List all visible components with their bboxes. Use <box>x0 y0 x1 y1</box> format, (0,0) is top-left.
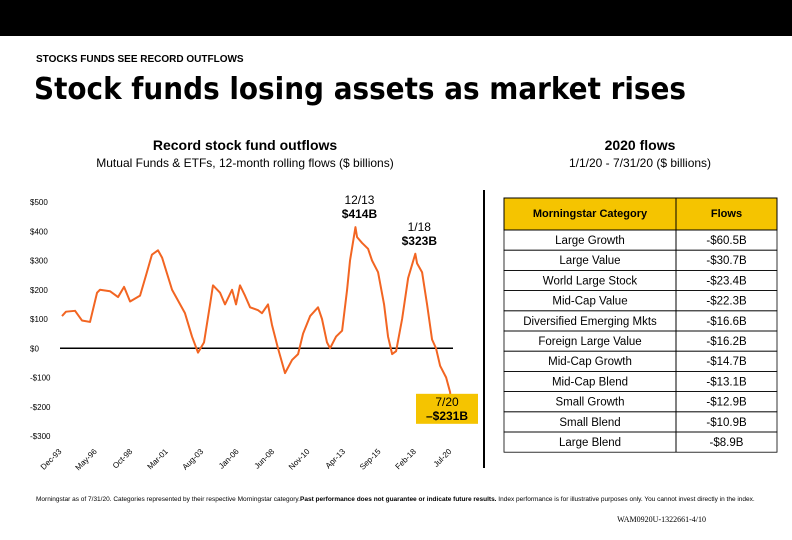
y-tick-label: $200 <box>30 286 48 295</box>
table-cell: -$23.4B <box>706 275 747 287</box>
footnote-note: Morningstar as of 7/31/20. Categories re… <box>36 496 300 503</box>
table-cell: Small Growth <box>555 397 624 409</box>
table-cell: Mid-Cap Value <box>552 296 627 308</box>
table-cell: -$14.7B <box>706 356 747 368</box>
table-header-cell: Morningstar Category <box>533 208 648 220</box>
y-tick-label: -$200 <box>30 403 51 412</box>
table-cell: -$13.1B <box>706 376 747 388</box>
x-tick-label: Jan-06 <box>217 447 241 471</box>
table-cell: -$16.6B <box>706 316 747 328</box>
y-tick-label: $500 <box>30 198 48 207</box>
table-cell: Large Growth <box>555 235 625 247</box>
table-cell: Large Blend <box>559 437 621 449</box>
x-tick-label: Oct-98 <box>111 447 135 471</box>
x-tick-label: Nov-10 <box>287 447 312 472</box>
table-row <box>503 431 778 453</box>
x-tick-label: Feb-18 <box>394 447 419 472</box>
table-header-cell: Flows <box>711 208 742 220</box>
point-value-label: –$231B <box>426 409 468 423</box>
highlight-box <box>416 393 478 424</box>
x-tick-label: Jul-20 <box>432 447 454 469</box>
table-cell: -$10.9B <box>706 417 747 429</box>
table-cell: Diversified Emerging Mkts <box>523 316 657 328</box>
y-tick-label: -$300 <box>30 432 51 441</box>
x-tick-label: Apr-13 <box>324 447 348 471</box>
doc-code: WAM0920U-1322661-4/10 <box>617 515 706 524</box>
y-tick-label: $300 <box>30 257 48 266</box>
y-tick-label: $0 <box>30 344 39 353</box>
table-cell: Large Value <box>559 255 620 267</box>
table-cell: World Large Stock <box>543 275 638 287</box>
slide-title: Stock funds losing assets as market rise… <box>34 72 686 107</box>
x-tick-label: Aug-03 <box>181 447 206 472</box>
x-tick-label: Jun-08 <box>253 447 277 471</box>
point-date-label: 12/13 <box>344 193 374 207</box>
table-title: 2020 flows <box>605 137 676 153</box>
y-tick-label: -$100 <box>30 374 51 383</box>
table-cell: Mid-Cap Blend <box>552 376 628 388</box>
chart-title: Record stock fund outflows <box>153 137 338 153</box>
chart-subtitle: Mutual Funds & ETFs, 12-month rolling fl… <box>96 156 393 170</box>
y-tick-label: $400 <box>30 227 48 236</box>
table-cell: -$22.3B <box>706 296 747 308</box>
x-tick-label: Mar-01 <box>146 447 171 472</box>
point-value-label: $414B <box>342 207 378 221</box>
y-tick-label: $100 <box>30 315 48 324</box>
table-subtitle: 1/1/20 - 7/31/20 ($ billions) <box>569 156 711 170</box>
top-bar <box>0 0 792 36</box>
kicker: STOCKS FUNDS SEE RECORD OUTFLOWS <box>36 54 244 65</box>
table-cell: -$12.9B <box>706 397 747 409</box>
point-date-label: 7/20 <box>435 395 459 409</box>
table-cell: Mid-Cap Growth <box>548 356 632 368</box>
footnote-rest: Index performance is for illustrative pu… <box>497 496 755 503</box>
footnote-disclaimer: Past performance does not guarantee or i… <box>300 496 497 503</box>
table-cell: Foreign Large Value <box>538 336 641 348</box>
table-cell: -$8.9B <box>710 437 744 449</box>
table-cell: -$16.2B <box>706 336 747 348</box>
x-tick-label: May-96 <box>74 447 100 473</box>
footnote: Morningstar as of 7/31/20. Categories re… <box>36 496 755 503</box>
x-tick-label: Dec-93 <box>39 447 64 472</box>
table-cell: Small Blend <box>559 417 620 429</box>
flow-line <box>61 226 453 416</box>
table-cell: -$60.5B <box>706 235 747 247</box>
table-header-bg <box>503 197 778 231</box>
table-cell: -$30.7B <box>706 255 747 267</box>
x-tick-label: Sep-15 <box>358 447 383 472</box>
point-value-label: $323B <box>402 234 438 248</box>
point-date-label: 1/18 <box>408 220 432 234</box>
